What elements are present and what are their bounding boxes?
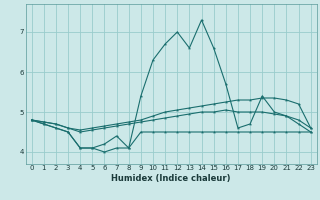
X-axis label: Humidex (Indice chaleur): Humidex (Indice chaleur): [111, 174, 231, 183]
